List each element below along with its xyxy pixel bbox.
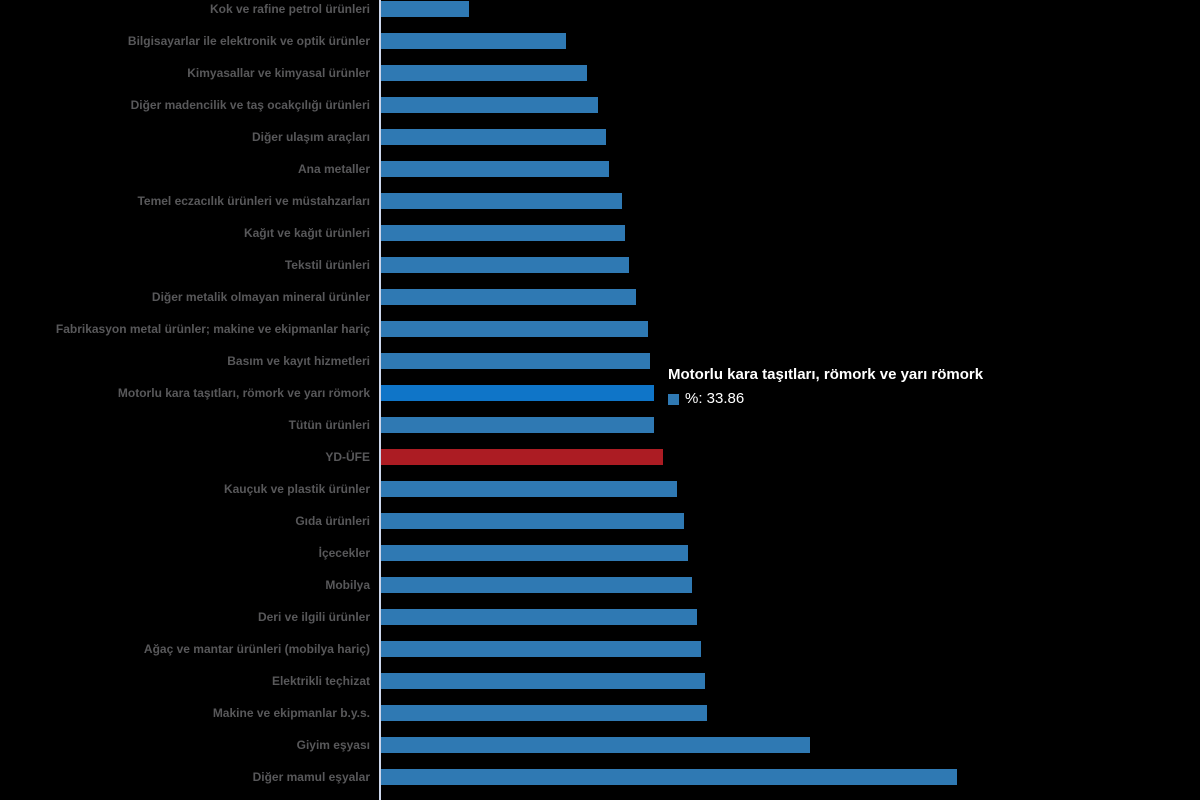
bar[interactable]: [381, 577, 693, 593]
bar-row: YD-ÜFE: [0, 448, 1200, 480]
category-label: Kauçuk ve plastik ürünler: [223, 482, 370, 496]
bar[interactable]: [381, 481, 677, 497]
bar-row: Tekstil ürünleri: [0, 256, 1200, 288]
category-label: Motorlu kara taşıtları, römork ve yarı r…: [117, 386, 370, 400]
category-label: Tütün ürünleri: [288, 418, 370, 432]
bar[interactable]: [381, 705, 707, 721]
tooltip: Motorlu kara taşıtları, römork ve yarı r…: [668, 366, 983, 407]
bar-row: Giyim eşyası: [0, 736, 1200, 768]
category-label: Makine ve ekipmanlar b.y.s.: [212, 706, 370, 720]
category-label: Ana metaller: [297, 162, 370, 176]
bar-row: Fabrikasyon metal ürünler; makine ve eki…: [0, 320, 1200, 352]
series-marker-icon: [668, 393, 679, 405]
bar[interactable]: [381, 673, 705, 689]
bar-row: Kauçuk ve plastik ürünler: [0, 480, 1200, 512]
bar-row: Motorlu kara taşıtları, römork ve yarı r…: [0, 384, 1200, 416]
category-label: Elektrikli teçhizat: [271, 674, 370, 688]
bar-row: Deri ve ilgili ürünler: [0, 608, 1200, 640]
bar[interactable]: [381, 161, 610, 177]
bar-row: Kimyasallar ve kimyasal ürünler: [0, 64, 1200, 96]
tooltip-value: %: 33.86: [685, 390, 745, 407]
bar-row: Gıda ürünleri: [0, 512, 1200, 544]
bar-row: Bilgisayarlar ile elektronik ve optik ür…: [0, 32, 1200, 64]
category-label: Bilgisayarlar ile elektronik ve optik ür…: [127, 34, 370, 48]
bar[interactable]: [381, 129, 606, 145]
category-label: Diğer madencilik ve taş ocakçılığı ürünl…: [130, 98, 370, 112]
category-label: Tekstil ürünleri: [284, 258, 370, 272]
bar-row: İçecekler: [0, 544, 1200, 576]
bar[interactable]: [381, 321, 648, 337]
category-label: İçecekler: [318, 546, 370, 560]
category-label: Fabrikasyon metal ürünler; makine ve eki…: [55, 322, 370, 336]
category-label: YD-ÜFE: [325, 450, 370, 464]
bar-row: Tütün ürünleri: [0, 416, 1200, 448]
category-label: Ağaç ve mantar ürünleri (mobilya hariç): [143, 642, 370, 656]
category-label: Basım ve kayıt hizmetleri: [227, 354, 370, 368]
bar-row: Kağıt ve kağıt ürünleri: [0, 224, 1200, 256]
bar[interactable]: [381, 609, 697, 625]
bar[interactable]: [381, 1, 469, 17]
bar[interactable]: [381, 385, 654, 401]
category-label: Mobilya: [325, 578, 370, 592]
category-label: Giyim eşyası: [296, 738, 370, 752]
bar[interactable]: [381, 193, 622, 209]
bar[interactable]: [381, 769, 957, 785]
bar-row: Diğer mamul eşyalar: [0, 768, 1200, 800]
bar[interactable]: [381, 417, 655, 433]
category-label: Kimyasallar ve kimyasal ürünler: [187, 66, 370, 80]
category-label: Temel eczacılık ürünleri ve müstahzarlar…: [137, 194, 370, 208]
bar[interactable]: [381, 449, 664, 465]
bar-row: Basım ve kayıt hizmetleri: [0, 352, 1200, 384]
bar[interactable]: [381, 97, 598, 113]
category-label: Gıda ürünleri: [295, 514, 370, 528]
category-label: Diğer ulaşım araçları: [251, 130, 370, 144]
bar[interactable]: [381, 289, 636, 305]
category-axis-line: [379, 0, 381, 800]
bar-row: Kok ve rafine petrol ürünleri: [0, 0, 1200, 32]
bar[interactable]: [381, 737, 810, 753]
bar-row: Makine ve ekipmanlar b.y.s.: [0, 704, 1200, 736]
bar[interactable]: [381, 353, 651, 369]
bar-row: Ana metaller: [0, 160, 1200, 192]
category-label: Diğer metalik olmayan mineral ürünler: [151, 290, 370, 304]
bar[interactable]: [381, 65, 587, 81]
tooltip-title: Motorlu kara taşıtları, römork ve yarı r…: [668, 366, 984, 383]
bar-row: Mobilya: [0, 576, 1200, 608]
bar-row: Diğer metalik olmayan mineral ürünler: [0, 288, 1200, 320]
bar[interactable]: [381, 641, 701, 657]
category-label: Kağıt ve kağıt ürünleri: [243, 226, 370, 240]
category-label: Diğer mamul eşyalar: [252, 770, 370, 784]
bar[interactable]: [381, 33, 566, 49]
bar-row: Ağaç ve mantar ürünleri (mobilya hariç): [0, 640, 1200, 672]
bar-row: Elektrikli teçhizat: [0, 672, 1200, 704]
bar[interactable]: [381, 545, 689, 561]
bar[interactable]: [381, 257, 630, 273]
tooltip-value-row: %: 33.86: [668, 391, 983, 407]
bar[interactable]: [381, 513, 685, 529]
bar[interactable]: [381, 225, 626, 241]
bar-row: Diğer madencilik ve taş ocakçılığı ürünl…: [0, 96, 1200, 128]
category-label: Kok ve rafine petrol ürünleri: [209, 2, 370, 16]
category-label: Deri ve ilgili ürünler: [257, 610, 370, 624]
bar-row: Temel eczacılık ürünleri ve müstahzarlar…: [0, 192, 1200, 224]
bar-row: Diğer ulaşım araçları: [0, 128, 1200, 160]
